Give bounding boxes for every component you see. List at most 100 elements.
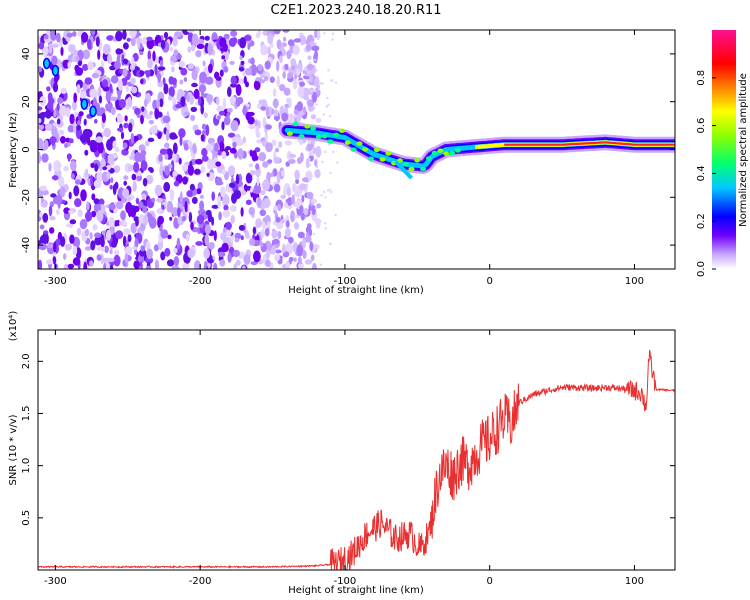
heatmap-cell — [264, 60, 271, 70]
heatmap-cell — [317, 35, 320, 39]
heatmap-cell — [197, 209, 203, 215]
heatmap-cell — [221, 121, 225, 131]
heatmap-cell — [301, 194, 305, 203]
heatmap-cell — [239, 37, 247, 49]
heatmap-cell — [110, 177, 114, 184]
heatmap-cell — [304, 259, 312, 265]
heatmap-cell — [105, 229, 112, 241]
heatmap-cell — [278, 141, 283, 149]
heatmap-cell — [62, 253, 67, 260]
heatmap-cell — [327, 139, 334, 144]
heatmap-cell — [137, 254, 145, 264]
heatmap-cell — [146, 36, 153, 41]
heatmap-cell — [332, 150, 335, 154]
heatmap-cell — [89, 88, 97, 98]
heatmap-cell — [296, 244, 304, 257]
heatmap-cell — [325, 105, 329, 108]
heatmap-cell — [166, 200, 173, 213]
heatmap-cell — [173, 217, 178, 226]
heatmap-cell — [333, 132, 340, 137]
heatmap-cell — [222, 200, 227, 206]
heatmap-cell — [260, 229, 265, 238]
heatmap-cell — [449, 151, 456, 156]
heatmap-cell — [257, 120, 261, 129]
heatmap-cell — [38, 106, 43, 111]
heatmap-trace-layer — [279, 121, 675, 180]
heatmap-cell — [73, 185, 80, 197]
heatmap-cell — [296, 68, 301, 76]
heatmap-cell — [320, 194, 323, 197]
heatmap-cell — [420, 166, 427, 172]
heatmap-cell — [74, 198, 82, 208]
heatmap-cell — [292, 79, 298, 90]
heatmap-cell — [248, 124, 256, 130]
x-tick-label: 0 — [487, 276, 493, 287]
y-tick-label: 1.0 — [21, 458, 32, 474]
heatmap-cell — [52, 82, 59, 93]
heatmap-cell — [106, 257, 115, 263]
heatmap-cell — [233, 263, 238, 269]
heatmap-cell — [284, 140, 292, 146]
heatmap-cell — [154, 184, 163, 197]
heatmap-cell — [191, 33, 199, 46]
heatmap-cell — [38, 118, 42, 124]
heatmap-cell — [208, 242, 215, 250]
heatmap-cell — [171, 265, 180, 269]
heatmap-cell — [113, 249, 120, 256]
heatmap-cell — [156, 208, 162, 214]
heatmap-cell — [205, 76, 214, 85]
heatmap-cell — [131, 56, 135, 68]
heatmap-cell — [267, 159, 273, 164]
heatmap-cell — [194, 124, 199, 131]
heatmap-cell — [194, 260, 201, 269]
heatmap-cell — [39, 224, 45, 230]
figure-title: C2E1.2023.240.18.20.R11 — [270, 3, 441, 18]
heatmap-cell — [163, 83, 169, 95]
heatmap-cell — [102, 166, 108, 171]
heatmap-cell — [51, 55, 58, 66]
heatmap-cell — [181, 215, 187, 222]
heatmap-cell — [292, 121, 299, 127]
heatmap-cell — [222, 97, 226, 110]
heatmap-cell — [238, 67, 245, 72]
heatmap-cell — [41, 153, 49, 163]
heatmap-cell — [205, 209, 212, 216]
heatmap-cell — [306, 63, 314, 70]
heatmap-cell — [297, 256, 302, 264]
heatmap-cell — [178, 157, 182, 165]
heatmap-cell — [130, 77, 136, 85]
heatmap-cell — [201, 123, 207, 130]
heatmap-cell — [314, 169, 321, 179]
heatmap-cell — [197, 95, 202, 106]
heatmap-cell — [204, 224, 211, 235]
heatmap-cell — [294, 73, 298, 80]
heatmap-cell — [226, 112, 230, 119]
heatmap-cell — [275, 216, 281, 223]
heatmap-cell — [140, 149, 147, 157]
heatmap-cell — [147, 50, 152, 61]
heatmap-cell — [283, 36, 287, 42]
y-tick-label: -20 — [21, 189, 32, 205]
heatmap-cell — [94, 236, 102, 246]
heatmap-cell — [315, 134, 322, 139]
heatmap-cell — [128, 122, 133, 133]
heatmap-cell — [89, 105, 97, 118]
heatmap-cell — [182, 207, 186, 216]
heatmap-cell — [60, 236, 66, 247]
heatmap-cell — [305, 157, 310, 169]
heatmap-cell — [159, 148, 168, 155]
heatmap-cell — [245, 172, 253, 184]
heatmap-cell — [117, 79, 123, 91]
heatmap-cell — [106, 35, 114, 41]
heatmap-cell — [96, 254, 102, 261]
heatmap-cell — [178, 60, 186, 68]
heatmap-cell — [214, 142, 219, 152]
heatmap-cell — [431, 150, 438, 156]
heatmap-cell — [94, 232, 102, 238]
heatmap-cell — [145, 113, 153, 120]
x-tick-label: 100 — [625, 576, 644, 587]
heatmap-cell — [271, 239, 280, 245]
heatmap-cell — [84, 246, 92, 251]
heatmap-cell — [91, 193, 96, 201]
heatmap-cell — [46, 243, 54, 249]
